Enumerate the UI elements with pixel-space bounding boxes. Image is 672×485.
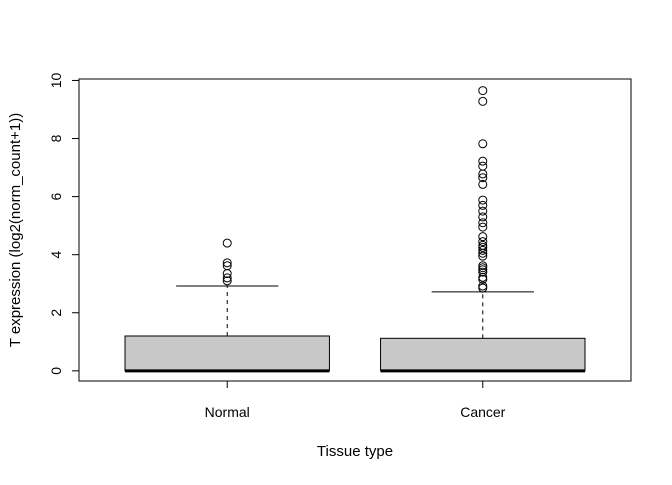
outlier-point: [478, 251, 488, 261]
outlier-point: [478, 222, 488, 232]
outlier-point: [478, 156, 488, 166]
outlier-point: [478, 245, 488, 255]
outlier-point: [478, 86, 488, 96]
box-normal: [124, 238, 330, 373]
outlier-point: [222, 258, 232, 268]
y-axis-title: T expression (log2(norm_count+1)): [7, 113, 24, 347]
outlier-point: [478, 173, 488, 183]
outlier-point: [478, 161, 488, 171]
outlier-point: [478, 218, 488, 228]
y-axis: 0 2 4 6 8 10: [48, 72, 80, 375]
outlier-point: [222, 238, 232, 248]
outlier-point: [478, 195, 488, 205]
y-tick-label: 8: [48, 134, 64, 142]
outlier-point: [478, 261, 488, 271]
outlier-point: [478, 139, 488, 149]
y-tick-label: 6: [48, 193, 64, 201]
outlier-point: [478, 281, 488, 291]
outlier-point: [478, 283, 488, 293]
outlier-point: [478, 200, 488, 210]
x-tick-label: Cancer: [460, 404, 505, 420]
x-tick-label: Normal: [205, 404, 250, 420]
outlier-point: [478, 267, 488, 277]
box-cancer: [380, 86, 586, 373]
outlier-point: [478, 232, 488, 242]
y-tick-label: 2: [48, 309, 64, 317]
outlier-point: [222, 276, 232, 286]
outlier-point: [222, 261, 232, 271]
outlier-point: [478, 96, 488, 106]
y-tick-label: 4: [48, 251, 64, 259]
y-tick-label: 0: [48, 367, 64, 375]
boxes-layer: [124, 86, 586, 373]
outlier-point: [478, 212, 488, 222]
y-tick-label: 10: [48, 72, 64, 88]
outlier-point: [478, 206, 488, 216]
outlier-point: [478, 179, 488, 189]
x-axis: Normal Cancer: [205, 380, 506, 420]
outlier-point: [478, 237, 488, 247]
outlier-point: [478, 240, 488, 250]
box-iqr: [124, 335, 330, 372]
outlier-point: [222, 273, 232, 283]
x-axis-title: Tissue type: [317, 443, 393, 460]
box-iqr: [380, 337, 586, 372]
